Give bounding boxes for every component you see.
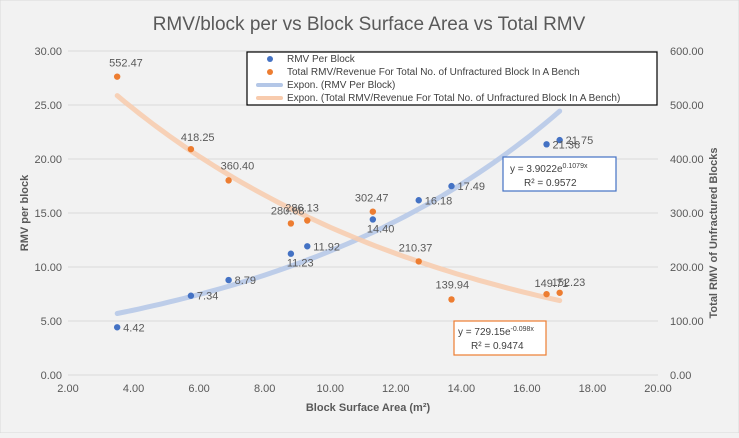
- x-tick-label: 8.00: [254, 383, 275, 395]
- data-label: 149.71: [535, 278, 569, 290]
- equation-rmv-exponent: 0.1079x: [563, 163, 588, 170]
- data-label: 552.47: [109, 58, 143, 70]
- data-point: [415, 197, 422, 204]
- x-tick-label: 10.00: [316, 383, 344, 395]
- x-tick-label: 4.00: [123, 383, 144, 395]
- y2-tick-label: 600.00: [670, 46, 704, 58]
- y2-axis-ticks: 0.00 100.00 200.00 300.00 400.00 500.00 600.00: [670, 46, 704, 382]
- data-point: [287, 250, 295, 257]
- data-label: 8.79: [235, 275, 256, 287]
- equation-box-total-rmv: y = 729.15e-0.098x R² = 0.9474: [453, 320, 547, 356]
- y-tick-label: 20.00: [34, 154, 62, 166]
- data-point: [448, 182, 455, 190]
- legend-box: [246, 51, 658, 106]
- y2-tick-label: 200.00: [670, 262, 704, 274]
- data-point: [369, 216, 377, 223]
- data-point: [187, 145, 195, 153]
- legend-marker-total-rmv: [267, 69, 273, 75]
- legend-label-expon-rmv: Expon. (RMV Per Block): [287, 80, 395, 91]
- y-tick-label: 15.00: [34, 208, 62, 220]
- data-point: [225, 276, 232, 284]
- y-tick-label: 25.00: [34, 100, 62, 112]
- y2-tick-label: 100.00: [670, 316, 704, 328]
- legend-marker-rmv-per-block: [267, 56, 273, 62]
- data-label: 139.94: [436, 279, 470, 291]
- data-point: [543, 290, 550, 298]
- x-tick-label: 6.00: [188, 383, 209, 395]
- data-point: [113, 73, 121, 80]
- data-label: 14.40: [367, 223, 395, 235]
- chart-title: RMV/block per vs Block Surface Area vs T…: [153, 14, 586, 35]
- r-squared-total-rmv: R² = 0.9474: [471, 341, 524, 352]
- data-label: 11.92: [313, 241, 340, 253]
- data-point: [448, 296, 455, 303]
- data-point: [556, 289, 563, 296]
- x-axis-ticks: 2.00 4.00 6.00 8.00 10.00 12.00 14.00 16.00 18.0…: [57, 383, 671, 395]
- data-points: [113, 73, 563, 331]
- data-point: [415, 258, 422, 265]
- data-label: 152.23: [552, 277, 586, 289]
- y-tick-label: 5.00: [41, 316, 62, 328]
- data-label: 360.40: [221, 160, 255, 172]
- equation-box-rmv: y = 3.9022e0.1079x R² = 0.9572: [502, 156, 617, 192]
- x-axis-label: Block Surface Area (m²): [306, 402, 431, 414]
- data-label: 210.37: [399, 242, 433, 254]
- data-label: 302.47: [355, 193, 389, 205]
- data-label: 418.25: [181, 132, 215, 144]
- x-tick-label: 16.00: [513, 383, 541, 395]
- equation-box-total-rmv-frame: [453, 320, 547, 356]
- data-point: [225, 177, 232, 184]
- data-label: 286.13: [285, 202, 319, 214]
- y-axis-label: RMV per block: [19, 174, 31, 251]
- x-tick-label: 18.00: [579, 383, 607, 395]
- r-squared-rmv: R² = 0.9572: [524, 178, 577, 189]
- y-tick-label: 0.00: [41, 370, 62, 382]
- equation-rmv: y = 3.9022e0.1079x: [510, 163, 588, 175]
- data-label: 7.34: [197, 291, 218, 303]
- x-tick-label: 14.00: [448, 383, 476, 395]
- data-label: 21.75: [566, 135, 594, 147]
- data-point: [304, 243, 311, 250]
- legend-label-expon-total-rmv: Expon. (Total RMV/Revenue For Total No. …: [287, 93, 620, 104]
- data-label: 280.68: [271, 205, 305, 217]
- equation-rmv-base: y = 3.9022e: [510, 164, 563, 175]
- data-labels: 4.42 7.34 8.79 11.23 11.92 14.40 16.18 17.49 21.…: [109, 58, 593, 335]
- y-axis-ticks: 0.00 5.00 10.00 15.00 20.00 25.00 30.00: [34, 46, 62, 382]
- data-label: 16.18: [425, 195, 453, 207]
- data-label: 21.36: [553, 139, 581, 151]
- equation-total-rmv: y = 729.15e-0.098x: [458, 326, 534, 338]
- y-tick-label: 10.00: [34, 262, 62, 274]
- data-point: [543, 141, 550, 148]
- x-tick-label: 2.00: [57, 383, 78, 395]
- data-point: [556, 136, 563, 144]
- data-point: [287, 220, 295, 227]
- equation-box-rmv-frame: [502, 156, 617, 192]
- y2-axis-label: Total RMV of Unfractured Blocks: [708, 148, 720, 319]
- x-tick-label: 12.00: [382, 383, 410, 395]
- data-point: [187, 292, 195, 299]
- data-point: [369, 208, 377, 215]
- y2-tick-label: 500.00: [670, 100, 704, 112]
- y2-tick-label: 400.00: [670, 154, 704, 166]
- data-point: [304, 217, 311, 224]
- data-label: 4.42: [123, 322, 144, 334]
- x-tick-label: 20.00: [644, 383, 672, 395]
- y-tick-label: 30.00: [34, 46, 62, 58]
- legend: RMV Per Block Total RMV/Revenue For Tota…: [246, 51, 658, 106]
- data-label: 11.23: [287, 258, 314, 270]
- equation-total-rmv-base: y = 729.15e: [458, 327, 511, 338]
- legend-label-total-rmv: Total RMV/Revenue For Total No. of Unfra…: [287, 67, 580, 78]
- y2-tick-label: 0.00: [670, 370, 691, 382]
- legend-label-rmv-per-block: RMV Per Block: [287, 54, 356, 65]
- data-label: 17.49: [458, 181, 486, 193]
- equation-total-rmv-exponent: -0.098x: [511, 326, 535, 333]
- y2-tick-label: 300.00: [670, 208, 704, 220]
- data-point: [113, 324, 121, 331]
